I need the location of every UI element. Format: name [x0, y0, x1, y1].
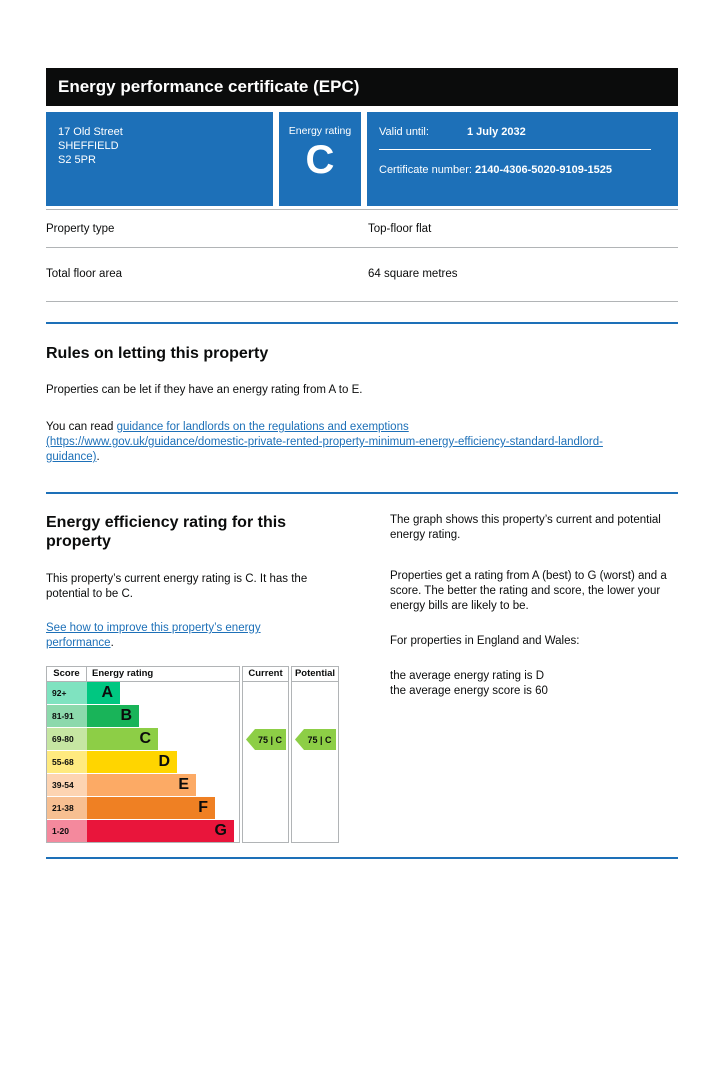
address-line-3: S2 5PR	[58, 154, 96, 166]
certificate-page: Energy performance certificate (EPC) 17 …	[46, 68, 678, 859]
energy-rating-letter: C	[305, 138, 335, 182]
band-row-a: 92+ A	[47, 682, 239, 704]
band-letter: G	[214, 822, 227, 839]
certificate-number-label: Certificate number:	[379, 164, 472, 176]
rating-explanation: Properties get a rating from A (best) to…	[390, 570, 667, 612]
letting-rules-section: Rules on letting this property Propertie…	[46, 344, 678, 465]
england-wales-intro: For properties in England and Wales:	[390, 635, 580, 647]
potential-column-body: 75 | C	[292, 682, 338, 842]
improve-performance-paragraph: See how to improve this property’s energ…	[46, 621, 350, 651]
band-bar: F	[87, 797, 215, 819]
link-suffix: .	[110, 637, 114, 649]
band-score: 39-54	[47, 774, 87, 796]
band-bar: E	[87, 774, 196, 796]
guidance-prefix: You can read	[46, 421, 117, 433]
current-column: Current 75 | C	[242, 666, 289, 843]
current-column-body: 75 | C	[243, 682, 288, 842]
potential-rating-label: 75 | C	[307, 734, 332, 745]
efficiency-heading: Energy efficiency rating for this proper…	[46, 514, 287, 550]
band-letter: B	[120, 707, 132, 724]
validity-block: Valid until: 1 July 2032 Certificate num…	[367, 112, 678, 206]
valid-until-label: Valid until:	[379, 126, 429, 138]
current-rating-arrow: 75 | C	[246, 729, 286, 750]
rating-column-header: Energy rating	[92, 668, 154, 679]
rules-paragraph: Properties can be let if they have an en…	[46, 384, 363, 396]
address-line-1: 17 Old Street	[58, 126, 123, 138]
band-score: 1-20	[47, 820, 87, 842]
band-letter: D	[158, 753, 170, 770]
potential-rating-arrow: 75 | C	[295, 729, 336, 750]
band-row-e: 39-54 E	[47, 774, 239, 796]
band-score: 69-80	[47, 728, 87, 750]
band-letter: C	[139, 730, 151, 747]
rules-heading: Rules on letting this property	[46, 345, 269, 362]
band-row-d: 55-68 D	[47, 751, 239, 773]
band-bar: C	[87, 728, 158, 750]
summary-panel: 17 Old Street SHEFFIELD S2 5PR Energy ra…	[46, 112, 678, 206]
band-row-g: 1-20 G	[47, 820, 239, 842]
band-row-f: 21-38 F	[47, 797, 239, 819]
certificate-number-value: 2140-4306-5020-9109-1525	[475, 164, 613, 176]
band-score: 21-38	[47, 797, 87, 819]
page-title: Energy performance certificate (EPC)	[58, 77, 360, 96]
energy-rating-block: Energy rating C	[279, 112, 361, 206]
efficiency-left-column: Energy efficiency rating for this proper…	[46, 494, 350, 843]
band-score: 81-91	[47, 705, 87, 727]
efficiency-section: Energy efficiency rating for this proper…	[46, 494, 678, 843]
band-letter: E	[178, 776, 189, 793]
average-rating-line: the average energy rating is D	[390, 670, 545, 682]
rating-bands-table: Score Energy rating 92+ A 81-91 B 69-80 …	[46, 666, 240, 843]
graph-description: The graph shows this property’s current …	[390, 514, 661, 541]
efficiency-paragraph: This property’s current energy rating is…	[46, 573, 308, 600]
table-row-floor-area: Total floor area 64 square metres	[46, 247, 678, 302]
band-letter: A	[101, 684, 113, 701]
masthead: Energy performance certificate (EPC)	[46, 68, 678, 106]
fact-label: Total floor area	[46, 268, 123, 280]
address-block: 17 Old Street SHEFFIELD S2 5PR	[46, 112, 273, 206]
average-score-line: the average energy score is 60	[390, 685, 548, 697]
guidance-suffix: .	[96, 451, 100, 463]
fact-value: Top-floor flat	[368, 223, 432, 235]
efficiency-right-column: The graph shows this property’s current …	[390, 494, 678, 843]
current-column-header: Current	[243, 667, 288, 682]
energy-rating-label: Energy rating	[288, 125, 352, 137]
improve-performance-link[interactable]: See how to improve this property’s energ…	[46, 622, 261, 649]
current-rating-label: 75 | C	[257, 734, 283, 745]
band-bar: A	[87, 682, 120, 704]
graph-header: Score Energy rating	[47, 667, 239, 682]
potential-column: Potential 75 | C	[291, 666, 339, 843]
band-letter: F	[198, 799, 208, 816]
section-rule	[46, 322, 678, 324]
band-bar: B	[87, 705, 139, 727]
band-row-b: 81-91 B	[47, 705, 239, 727]
fact-value: 64 square metres	[368, 268, 458, 280]
band-score: 92+	[47, 682, 87, 704]
band-bar: D	[87, 751, 177, 773]
validity-divider	[379, 149, 651, 150]
table-row-property-type: Property type Top-floor flat	[46, 209, 678, 247]
landlord-guidance-link[interactable]: guidance for landlords on the regulation…	[46, 421, 603, 463]
band-row-c: 69-80 C	[47, 728, 239, 750]
valid-until-value: 1 July 2032	[467, 126, 526, 138]
score-column-header: Score	[47, 667, 87, 681]
energy-rating-graph: Score Energy rating 92+ A 81-91 B 69-80 …	[46, 666, 339, 843]
address-line-2: SHEFFIELD	[58, 140, 119, 152]
band-bar: G	[87, 820, 234, 842]
potential-column-header: Potential	[292, 667, 338, 682]
section-rule	[46, 857, 678, 859]
band-score: 55-68	[47, 751, 87, 773]
fact-label: Property type	[46, 223, 115, 235]
rules-guidance-paragraph: You can read guidance for landlords on t…	[46, 420, 678, 465]
section-rule	[46, 492, 678, 494]
